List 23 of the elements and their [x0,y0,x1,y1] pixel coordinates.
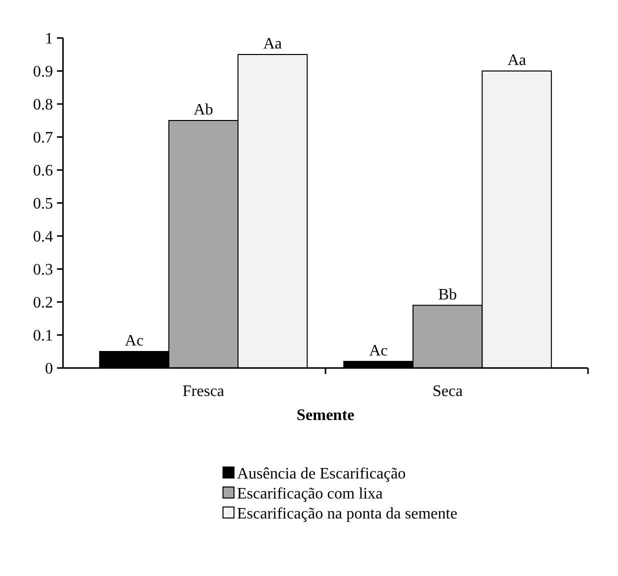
y-tick-label: 0.9 [33,64,53,81]
data-label: Ac [124,332,144,350]
legend-label: Escarificação na ponta da semente [237,506,458,523]
y-tick-label: 0.3 [33,262,53,279]
y-tick-label: 1 [45,30,53,48]
y-tick-label: 0.6 [33,162,53,180]
y-tick-label: 0.2 [33,294,53,312]
y-tick-label: 0.7 [33,130,53,147]
legend-label: Ausência de Escarificação [237,466,406,483]
x-axis-title: Semente [296,407,354,424]
y-tick-label: 0.4 [33,228,53,246]
x-tick-label: Seca [432,383,463,400]
y-tick-label: 0.5 [33,196,53,213]
data-label: Ab [194,102,214,118]
data-label: Ac [369,342,388,360]
legend-label: Escarificação com lixa [237,486,383,503]
data-label: Aa [507,52,526,69]
y-tick-label: 0.1 [33,328,53,345]
data-label: Aa [263,36,282,52]
data-label: Bb [438,286,457,304]
y-tick-label: 0.8 [33,96,53,114]
y-tick-label: 0 [45,360,53,378]
x-tick-label: Fresca [182,383,224,400]
